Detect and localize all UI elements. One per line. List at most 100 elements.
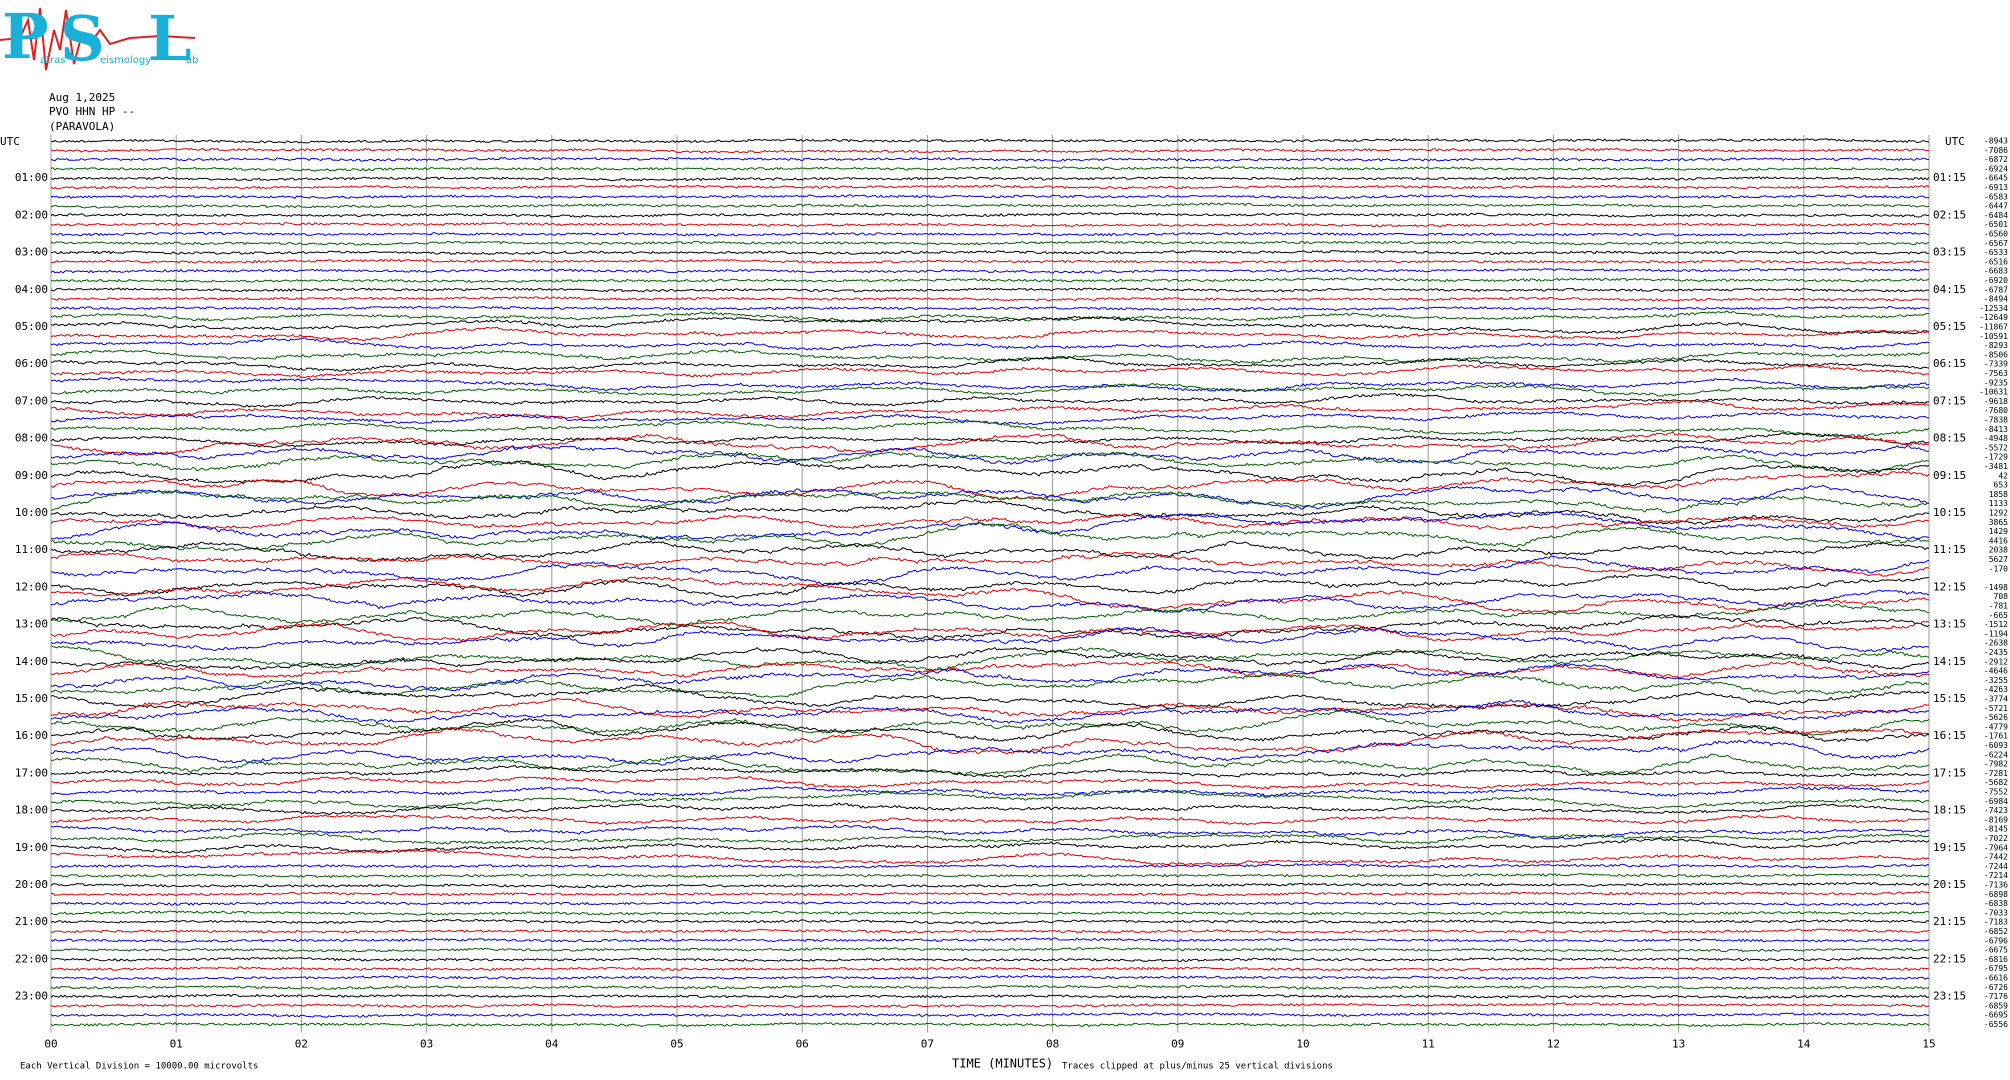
hour-label: 19:15 <box>1933 841 1966 854</box>
offset-label: -10631 <box>1979 388 2008 397</box>
trace <box>50 540 1930 562</box>
x-tick-label: 15 <box>1922 1038 1935 1051</box>
trace <box>50 699 1930 724</box>
trace <box>50 802 1930 816</box>
offset-label: -10591 <box>1979 332 2008 341</box>
offset-label: -12649 <box>1979 313 2008 322</box>
offset-label: -6516 <box>1984 257 2008 266</box>
trace <box>50 574 1930 599</box>
offset-label: -6796 <box>1984 936 2008 945</box>
date: Aug 1,2025 <box>49 91 115 104</box>
x-tick-label: 08 <box>1046 1038 1059 1051</box>
offset-label: -6872 <box>1984 155 2008 164</box>
hour-label: 20:15 <box>1933 878 1966 891</box>
trace <box>50 814 1930 826</box>
offset-label: -6838 <box>1984 899 2008 908</box>
offset-label: -1729 <box>1984 453 2008 462</box>
offset-label: -7033 <box>1984 908 2008 917</box>
offset-label: -4646 <box>1984 667 2008 676</box>
offset-label: -6695 <box>1984 1011 2008 1020</box>
trace <box>50 947 1930 953</box>
hour-label: 19:00 <box>15 841 48 854</box>
station: PVO HHN HP -- <box>49 105 135 118</box>
hour-label: 18:00 <box>15 804 48 817</box>
offset-label: -6726 <box>1984 983 2008 992</box>
hour-label: 23:00 <box>15 990 48 1003</box>
logo-word: eismology <box>100 55 151 66</box>
offset-label: 1858 <box>1989 490 2008 499</box>
trace <box>50 510 1930 541</box>
trace <box>50 873 1930 879</box>
trace <box>50 445 1930 465</box>
trace <box>50 431 1930 457</box>
offset-label: -6816 <box>1984 955 2008 964</box>
x-tick-label: 10 <box>1296 1038 1309 1051</box>
hour-label: 05:00 <box>15 320 48 333</box>
hour-label: 03:15 <box>1933 246 1966 259</box>
trace <box>50 984 1930 991</box>
trace <box>51 356 1930 372</box>
trace <box>51 928 1930 934</box>
logo-letter: S <box>60 2 105 75</box>
offset-label: -3255 <box>1984 676 2008 685</box>
offset-label: -1498 <box>1984 583 2008 592</box>
hour-label: 07:15 <box>1933 394 1966 407</box>
hour-label: 11:15 <box>1933 543 1966 556</box>
offset-label: -6645 <box>1984 174 2008 183</box>
offset-label: -1512 <box>1984 620 2008 629</box>
offset-label: -6567 <box>1984 239 2008 248</box>
offset-label: -7680 <box>1984 406 2008 415</box>
hour-label: 04:00 <box>15 283 48 296</box>
offset-label: -7086 <box>1984 146 2008 155</box>
hour-label: 01:15 <box>1933 171 1966 184</box>
hour-label: 07:00 <box>15 394 48 407</box>
hour-label: 04:15 <box>1933 283 1966 296</box>
hour-label: 21:00 <box>15 915 48 928</box>
offset-label: -4948 <box>1984 434 2008 443</box>
offset-label: -1761 <box>1984 732 2008 741</box>
trace <box>50 966 1930 972</box>
hour-label: 17:00 <box>15 766 48 779</box>
offset-label: -8506 <box>1984 350 2008 359</box>
offset-label: -9235 <box>1984 378 2008 387</box>
trace <box>50 156 1929 162</box>
trace <box>50 451 1930 473</box>
trace <box>50 993 1930 999</box>
offset-label: 708 <box>1994 592 2009 601</box>
hour-label: 17:15 <box>1933 766 1966 779</box>
offset-label: -170 <box>1989 564 2008 573</box>
trace <box>50 764 1930 779</box>
x-tick-label: 06 <box>796 1038 809 1051</box>
offset-label: -7838 <box>1984 416 2008 425</box>
offset-label: -7423 <box>1984 806 2008 815</box>
trace <box>50 392 1930 408</box>
hour-label: 06:15 <box>1933 357 1966 370</box>
trace <box>50 849 1930 866</box>
trace <box>50 937 1930 943</box>
hour-label: 22:15 <box>1933 952 1966 965</box>
trace <box>50 459 1930 488</box>
offset-label: -3481 <box>1984 462 2008 471</box>
logo-word: atras <box>40 55 66 66</box>
hour-label: 10:15 <box>1933 506 1966 519</box>
trace <box>50 296 1930 302</box>
hour-label: 20:00 <box>15 878 48 891</box>
trace <box>50 910 1930 916</box>
offset-label: -6787 <box>1984 285 2008 294</box>
offset-label: -8169 <box>1984 815 2008 824</box>
trace <box>50 420 1930 438</box>
trace <box>50 267 1930 274</box>
hour-label: 11:00 <box>15 543 48 556</box>
offset-label: -6616 <box>1984 974 2008 983</box>
offset-label: -7136 <box>1984 881 2008 890</box>
offset-label: -7244 <box>1984 862 2008 871</box>
trace <box>50 432 1930 449</box>
trace <box>50 484 1930 510</box>
offset-label: -7552 <box>1984 788 2008 797</box>
hour-label: 09:15 <box>1933 469 1966 482</box>
offset-label: -7022 <box>1984 834 2008 843</box>
offset-label: -6924 <box>1984 164 2008 173</box>
trace <box>50 602 1930 628</box>
trace <box>50 147 1930 154</box>
offset-label: -6683 <box>1984 267 2008 276</box>
